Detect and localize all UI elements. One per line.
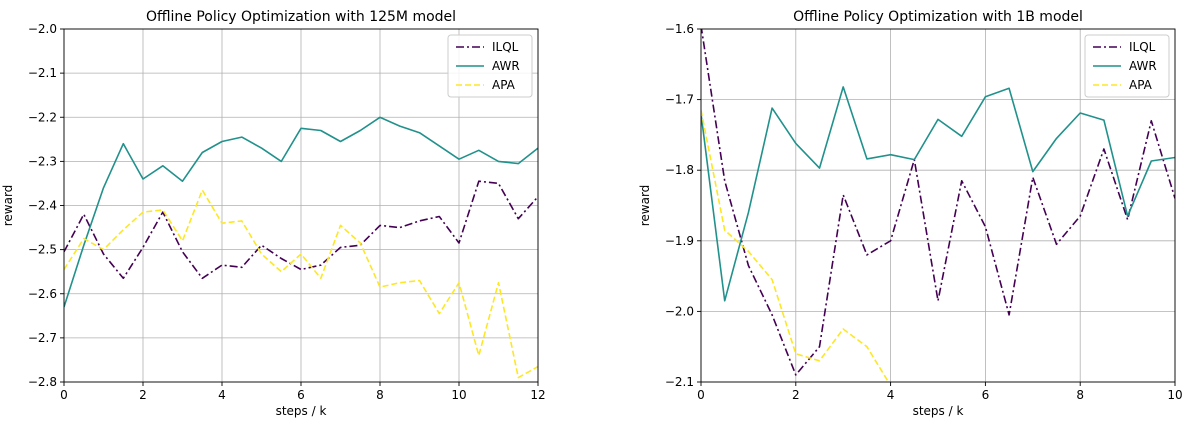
chart-1b-y-tick-label-2: −1.9: [665, 234, 694, 248]
chart-1b-x-tick-label-0: 0: [697, 388, 705, 402]
chart-1b-title: Offline Policy Optimization with 1B mode…: [793, 9, 1083, 25]
chart-1b-plot-frame: [700, 28, 1176, 383]
chart-125m-title: Offline Policy Optimization with 125M mo…: [146, 9, 456, 25]
chart-125m-series-ilql-line: [64, 180, 538, 280]
chart-1b-x-tick-label-2: 4: [887, 388, 895, 402]
chart-1b-x-tick-label-1: 2: [792, 388, 800, 402]
chart-125m-x-tick-label-6: 12: [530, 388, 545, 402]
chart-1b-y-axis-label: reward: [638, 185, 652, 227]
chart-125m-y-tick-label-7: −2.1: [28, 66, 57, 80]
chart-125m-x-tick-label-1: 2: [139, 388, 147, 402]
chart-125m-x-tick-label-4: 8: [376, 388, 384, 402]
chart-125m-legend-label-awr: AWR: [492, 59, 520, 73]
chart-1b-x-axis-label: steps / k: [913, 404, 964, 418]
chart-125m-y-tick-label-3: −2.5: [28, 243, 57, 257]
chart-1b-legend-label-awr: AWR: [1129, 59, 1157, 73]
chart-125m-y-tick-label-4: −2.4: [28, 199, 57, 213]
chart-125m-legend-box: [447, 34, 533, 98]
chart-1b-legend-label-apa: APA: [1129, 78, 1153, 92]
chart-125m-y-tick-label-0: −2.8: [28, 375, 57, 389]
chart-125m-y-axis-label: reward: [1, 185, 15, 227]
chart-1b-series-awr-line: [701, 86, 1175, 302]
chart-125m-series-apa-line: [64, 189, 538, 379]
chart-1b-y-tick-label-5: −1.6: [665, 22, 694, 36]
chart-1b-y-tick-label-3: −1.8: [665, 163, 694, 177]
chart-125m-x-tick-label-2: 4: [218, 388, 226, 402]
chart-125m-x-tick-label-5: 10: [451, 388, 466, 402]
chart-125m-series-awr-line: [64, 116, 538, 308]
chart-1b-y-tick-label-0: −2.1: [665, 375, 694, 389]
chart-125m-legend-label-apa: APA: [492, 78, 516, 92]
chart-125m-x-axis-label: steps / k: [276, 404, 327, 418]
chart-125m-y-tick-label-5: −2.3: [28, 154, 57, 168]
chart-125m-y-tick-label-1: −2.7: [28, 331, 57, 345]
chart-125m-y-tick-label-2: −2.6: [28, 287, 57, 301]
chart-125m-y-tick-label-6: −2.2: [28, 110, 57, 124]
chart-1b-legend-label-ilql: ILQL: [1129, 40, 1156, 54]
chart-1b-x-tick-label-5: 10: [1167, 388, 1182, 402]
chart-125m-panel: 0 2 4 6 8 10 12 −2.8 −2.7 −2.6 −2.5 −2.4 −2.3 −2.2 −2.…: [1, 9, 546, 418]
chart-1b-panel: 0 2 4 6 8 10 −2.1 −2.0 −1.9 −1.8 −1.7 −1.6 Offline P…: [638, 9, 1183, 418]
chart-1b-y-tick-label-1: −2.0: [665, 304, 694, 318]
chart-125m-legend-label-ilql: ILQL: [492, 40, 519, 54]
chart-125m-x-tick-label-0: 0: [60, 388, 68, 402]
chart-1b-y-tick-label-4: −1.7: [665, 93, 694, 107]
chart-125m-x-tick-label-3: 6: [297, 388, 305, 402]
chart-1b-x-tick-label-4: 8: [1076, 388, 1084, 402]
chart-1b-x-tick-label-3: 6: [982, 388, 990, 402]
chart-1b-series-ilql-line: [701, 29, 1175, 376]
chart-1b-series-apa-line: [701, 110, 890, 382]
chart-125m-y-tick-label-8: −2.0: [28, 22, 57, 36]
chart-1b-legend-box: [1084, 34, 1170, 98]
